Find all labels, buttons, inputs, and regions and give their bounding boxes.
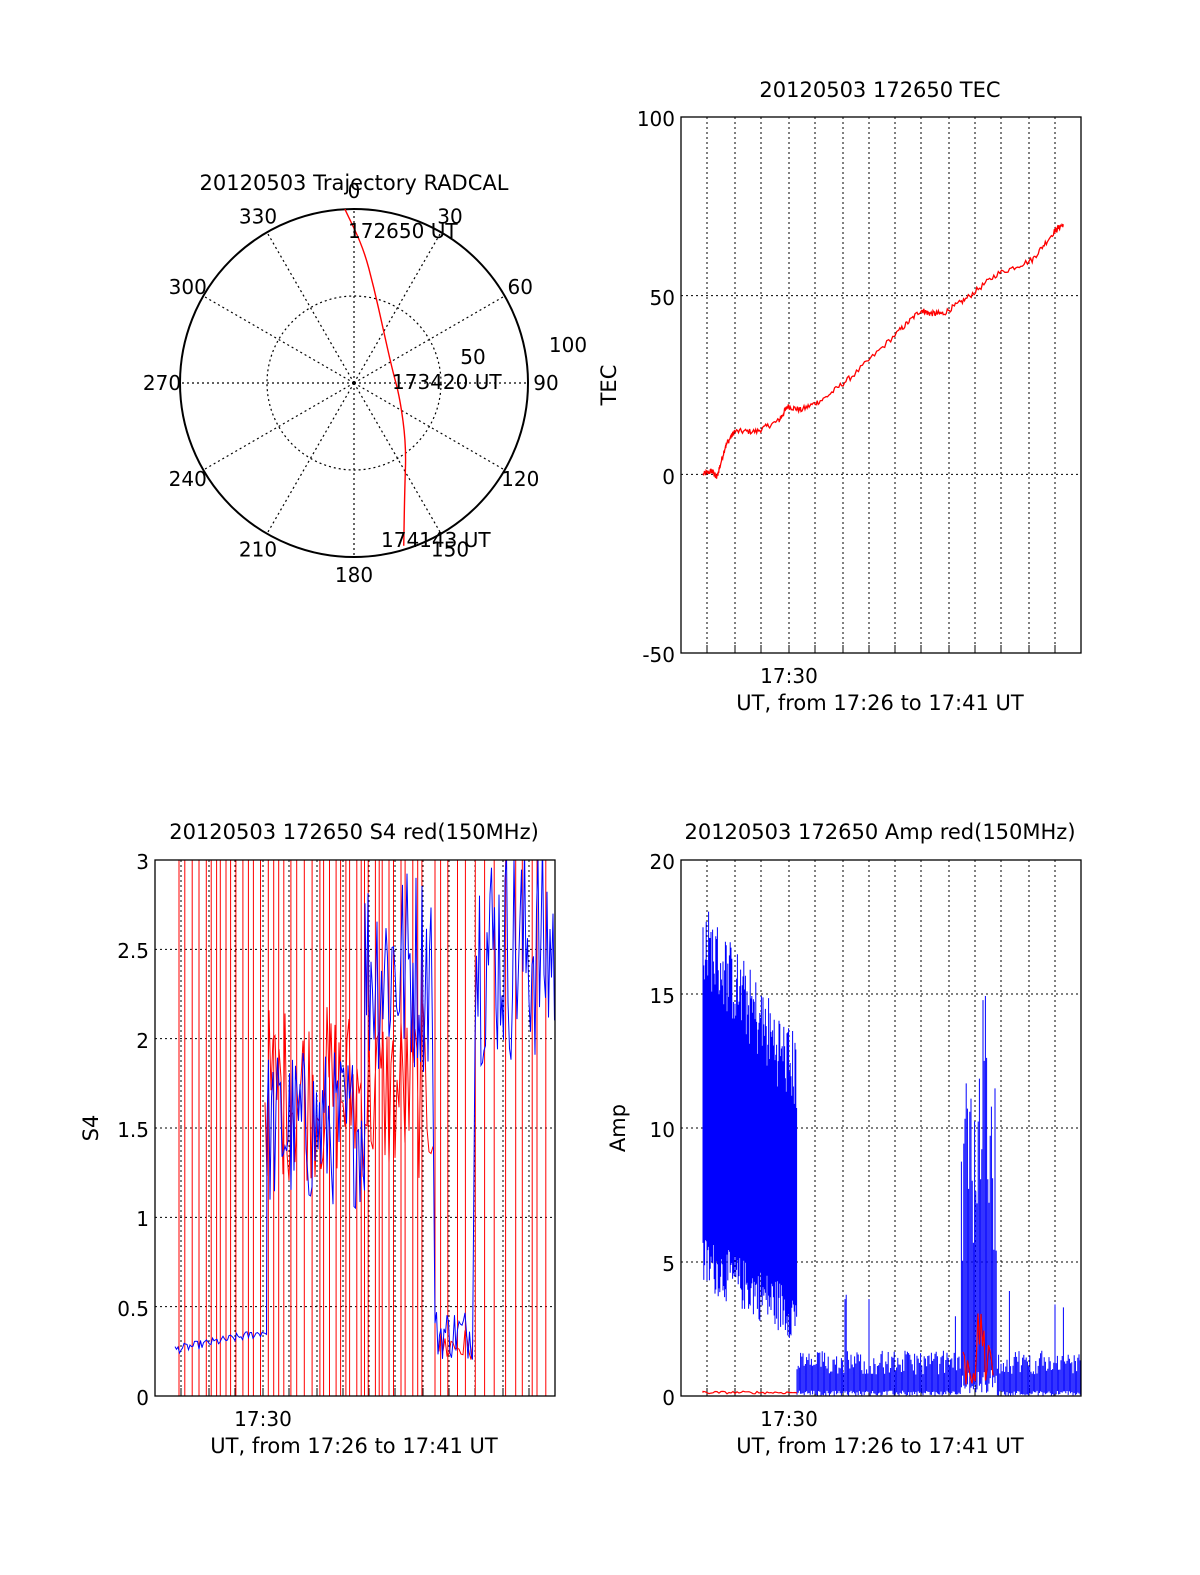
tec-panel: 20120503 172650 TEC 100 50 0 -50 17:30 U… xyxy=(597,78,1082,715)
s4-ytick-0: 0 xyxy=(136,1386,149,1410)
polar-spoke xyxy=(353,382,505,471)
amp-ytick-5: 5 xyxy=(662,1252,675,1276)
polar-angle-label: 120 xyxy=(501,467,539,491)
s4-title: 20120503 172650 S4 red(150MHz) xyxy=(169,820,539,844)
tec-ylabel: TEC xyxy=(597,365,621,407)
polar-angle-label: 330 xyxy=(239,205,277,229)
polar-angle-label: 30 xyxy=(437,205,462,229)
s4-panel: 20120503 172650 S4 red(150MHz) 3 2.5 2 1… xyxy=(79,820,556,1458)
amp-blue-series xyxy=(702,911,1081,1396)
tec-xlabel: UT, from 17:26 to 17:41 UT xyxy=(736,691,1024,715)
polar-angle-label: 0 xyxy=(348,179,361,203)
amp-xtick-1730: 17:30 xyxy=(760,1407,818,1431)
s4-frame xyxy=(154,859,556,1397)
tec-frame xyxy=(680,116,1082,654)
polar-spoke xyxy=(353,382,442,534)
trajectory-line xyxy=(344,208,407,546)
polar-angle-label: 300 xyxy=(169,275,207,299)
trajectory-start-label: 172650 UT xyxy=(348,219,458,243)
trajectory-end-label: 174143 UT xyxy=(381,528,491,552)
polar-spoke xyxy=(353,232,442,384)
polar-spoke xyxy=(353,295,505,384)
amp-title: 20120503 172650 Amp red(150MHz) xyxy=(684,820,1075,844)
polar-angle-label: 270 xyxy=(143,371,181,395)
amp-ytick-20: 20 xyxy=(650,850,675,874)
s4-ytick-2-5: 2.5 xyxy=(117,939,149,963)
polar-angle-labels: 0 30 60 90 120 150 180 210 240 270 300 330 xyxy=(143,179,559,587)
amp-frame xyxy=(680,859,1082,1397)
radial-label-100: 100 xyxy=(549,333,587,357)
s4-ytick-2: 2 xyxy=(136,1029,149,1053)
s4-blue-series xyxy=(174,860,555,1360)
amp-panel: 20120503 172650 Amp red(150MHz) 20 15 10… xyxy=(606,820,1082,1458)
tec-ytick-100: 100 xyxy=(637,107,675,131)
trajectory-title: 20120503 Trajectory RADCAL xyxy=(200,171,509,195)
polar-spoke xyxy=(266,382,355,534)
radial-label-50: 50 xyxy=(460,345,485,369)
polar-outer-ring xyxy=(179,208,529,558)
tec-title: 20120503 172650 TEC xyxy=(759,78,1000,102)
amp-plot-area xyxy=(681,860,1081,1396)
trajectory-panel: 20120503 Trajectory RADCAL 0 30 60 90 120 150… xyxy=(143,171,587,587)
polar-angle-label: 210 xyxy=(239,537,277,561)
s4-red-series xyxy=(178,860,547,1396)
s4-xlabel: UT, from 17:26 to 17:41 UT xyxy=(210,1434,498,1458)
polar-angle-label: 240 xyxy=(169,467,207,491)
s4-ytick-3: 3 xyxy=(136,850,149,874)
s4-xtick-1730: 17:30 xyxy=(234,1407,292,1431)
tec-series-line xyxy=(702,223,1064,479)
s4-plot-area xyxy=(155,860,555,1396)
trajectory-mid-label: 173420 UT xyxy=(392,370,502,394)
s4-ylabel: S4 xyxy=(79,1115,103,1142)
polar-spokes xyxy=(180,209,528,557)
polar-spoke xyxy=(203,295,355,384)
amp-ytick-15: 15 xyxy=(650,984,675,1008)
amp-ylabel: Amp xyxy=(606,1104,630,1152)
amp-xlabel: UT, from 17:26 to 17:41 UT xyxy=(736,1434,1024,1458)
polar-angle-label: 90 xyxy=(533,371,558,395)
polar-angle-label: 60 xyxy=(508,275,533,299)
polar-angle-label: 150 xyxy=(431,537,469,561)
s4-yticks: 3 2.5 2 1.5 1 0.5 0 xyxy=(117,850,149,1410)
tec-ytick-50: 50 xyxy=(650,286,675,310)
s4-ytick-0-5: 0.5 xyxy=(117,1297,149,1321)
polar-angle-label: 180 xyxy=(335,563,373,587)
s4-ytick-1: 1 xyxy=(136,1207,149,1231)
amp-ytick-0: 0 xyxy=(662,1386,675,1410)
amp-ytick-10: 10 xyxy=(650,1118,675,1142)
s4-ytick-1-5: 1.5 xyxy=(117,1118,149,1142)
tec-ytick-neg50: -50 xyxy=(642,643,675,667)
polar-spoke xyxy=(203,382,355,471)
tec-xtick-1730: 17:30 xyxy=(760,664,818,688)
tec-ytick-0: 0 xyxy=(662,465,675,489)
polar-spoke xyxy=(266,232,355,384)
amp-red-series xyxy=(702,1313,994,1395)
tec-grid xyxy=(681,117,1081,653)
